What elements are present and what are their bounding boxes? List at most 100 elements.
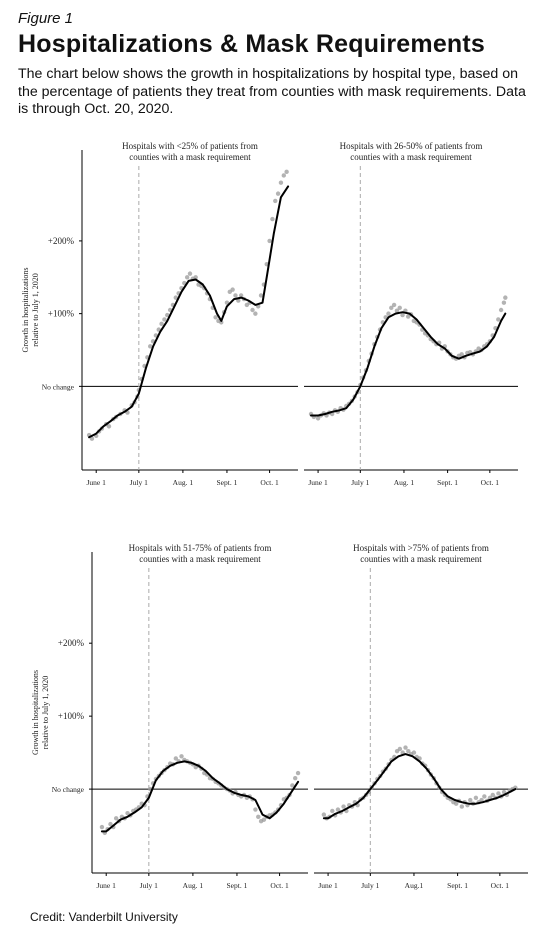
- chart-panel-2: Hospitals with 26-50% of patients fromco…: [304, 141, 518, 487]
- panel-title-line1: Hospitals with >75% of patients from: [353, 543, 489, 553]
- data-point: [89, 436, 95, 441]
- data-point: [108, 821, 113, 827]
- chart-panel-1: Hospitals with <25% of patients fromcoun…: [21, 141, 298, 487]
- y-tick-label: No change: [52, 785, 85, 794]
- data-point: [253, 807, 258, 812]
- y-tick-label: +100%: [58, 711, 85, 721]
- data-point: [267, 238, 272, 244]
- data-point: [184, 275, 190, 280]
- data-point: [213, 315, 218, 320]
- x-tick-label: Oct. 1: [491, 881, 510, 890]
- x-tick-label: July 1: [361, 881, 379, 890]
- chart-panel-3: Hospitals with 51-75% of patients fromco…: [31, 543, 308, 890]
- data-point: [321, 812, 327, 817]
- chart-panel-4: Hospitals with >75% of patients fromcoun…: [314, 543, 528, 890]
- data-point: [250, 307, 255, 313]
- data-point: [284, 169, 289, 175]
- data-point: [315, 416, 321, 421]
- data-point: [389, 305, 394, 311]
- data-point: [479, 797, 484, 803]
- data-point: [386, 311, 391, 316]
- data-point: [341, 804, 346, 809]
- data-point: [278, 180, 284, 185]
- data-point: [238, 293, 244, 298]
- y-axis-label: Growth in hospitalizations relative to Ju…: [31, 670, 50, 755]
- data-point: [273, 198, 278, 204]
- x-tick-label: Oct. 1: [270, 881, 289, 890]
- x-tick-label: Oct. 1: [260, 478, 279, 487]
- data-point: [261, 817, 267, 822]
- panel-title-line1: Hospitals with 51-75% of patients from: [129, 543, 272, 553]
- data-point: [179, 754, 184, 759]
- data-point: [281, 173, 286, 178]
- x-tick-label: Aug. 1: [173, 478, 194, 487]
- data-point: [482, 794, 487, 799]
- data-point: [256, 814, 261, 820]
- x-tick-label: June 1: [97, 881, 117, 890]
- trend-line: [322, 753, 517, 820]
- y-tick-label: No change: [42, 382, 75, 391]
- x-tick-label: Sept. 1: [447, 881, 468, 890]
- data-point: [501, 300, 507, 305]
- y-axis-label-line2: relative to July 1, 2020: [31, 273, 40, 347]
- y-tick-label: +200%: [58, 638, 85, 648]
- data-point: [233, 293, 238, 298]
- x-tick-label: June 1: [87, 478, 107, 487]
- y-axis-label: Growth in hospitalizations relative to Ju…: [21, 268, 40, 353]
- y-axis-label-line1: Growth in hospitalizations: [31, 670, 40, 755]
- data-point: [270, 216, 275, 222]
- panel-title-line2: counties with a mask requirement: [360, 554, 482, 564]
- data-point: [99, 824, 105, 830]
- data-point: [335, 807, 341, 812]
- page-title: Hospitalizations & Mask Requirements: [18, 30, 486, 58]
- data-point: [406, 748, 411, 754]
- data-point: [173, 295, 178, 300]
- page-subtitle: The chart below shows the growth in hosp…: [18, 66, 526, 117]
- data-point: [453, 801, 459, 806]
- data-point: [275, 191, 281, 196]
- data-point: [159, 321, 164, 327]
- data-point: [253, 311, 258, 316]
- data-point: [411, 750, 417, 755]
- data-point: [258, 293, 264, 298]
- panel-title-line2: counties with a mask requirement: [350, 152, 472, 162]
- x-tick-label: July 1: [140, 881, 158, 890]
- data-point: [187, 271, 193, 276]
- data-point: [468, 797, 473, 803]
- data-point: [459, 352, 464, 357]
- data-point: [148, 344, 153, 349]
- data-point: [230, 287, 235, 292]
- data-point: [162, 317, 167, 322]
- data-point: [219, 320, 224, 325]
- x-tick-label: July 1: [351, 478, 369, 487]
- y-tick-label: +100%: [48, 309, 75, 319]
- x-tick-label: Aug.1: [405, 881, 424, 890]
- data-point: [503, 295, 508, 300]
- data-point: [290, 783, 295, 788]
- data-point: [330, 808, 335, 814]
- data-point: [501, 789, 507, 795]
- x-tick-label: Aug. 1: [183, 881, 204, 890]
- data-point: [193, 275, 198, 280]
- data-point: [397, 746, 403, 752]
- x-tick-label: June 1: [308, 478, 328, 487]
- x-tick-label: Sept. 1: [437, 478, 458, 487]
- data-point: [496, 791, 501, 796]
- data-point: [293, 775, 298, 781]
- x-tick-label: Sept. 1: [217, 478, 238, 487]
- data-point: [459, 804, 465, 809]
- data-point: [400, 312, 405, 318]
- trend-line: [310, 311, 507, 417]
- y-axis-label-line2: relative to July 1, 2020: [41, 676, 50, 750]
- data-point: [490, 792, 496, 798]
- credit-text: Credit: Vanderbilt University: [30, 910, 178, 924]
- panel-title-line1: Hospitals with <25% of patients from: [122, 141, 258, 151]
- data-point: [403, 745, 408, 750]
- data-point: [473, 795, 479, 801]
- y-tick-label: +200%: [48, 236, 75, 246]
- data-point: [173, 756, 179, 761]
- data-point: [113, 816, 119, 821]
- trend-line: [88, 185, 290, 439]
- y-axis-label-line1: Growth in hospitalizations: [21, 268, 30, 353]
